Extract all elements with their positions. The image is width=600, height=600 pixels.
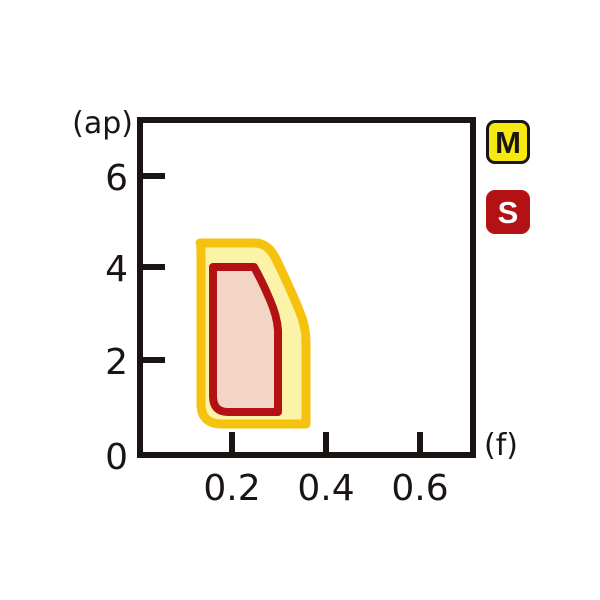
y-tick-label-0: 0 [105,437,128,478]
legend-badge-s-label: S [497,194,519,230]
legend-badge-m-label: M [495,124,521,160]
frame-border [137,117,476,458]
legend-badge-s[interactable]: S [486,190,530,234]
y-axis-ticks [140,173,165,363]
y-tick-label-2: 2 [105,342,128,383]
y-tick-labels: 6 4 2 0 [105,158,128,478]
y-axis-caption: (ap) [72,106,133,141]
series-region-s [209,263,282,416]
y-tick-label-4: 4 [105,249,128,290]
y-tick-label-6: 6 [105,158,128,199]
x-axis-caption: (f) [484,428,518,463]
x-tick-label-0-4: 0.4 [297,468,354,509]
x-tick-label-0-6: 0.6 [391,468,448,509]
x-tick-labels: 0.2 0.4 0.6 [203,468,448,509]
s-area-path [209,263,282,416]
x-axis-ticks [229,432,423,455]
plot-frame [137,117,476,458]
legend-badge-m[interactable]: M [486,120,530,164]
x-tick-label-0-2: 0.2 [203,468,260,509]
